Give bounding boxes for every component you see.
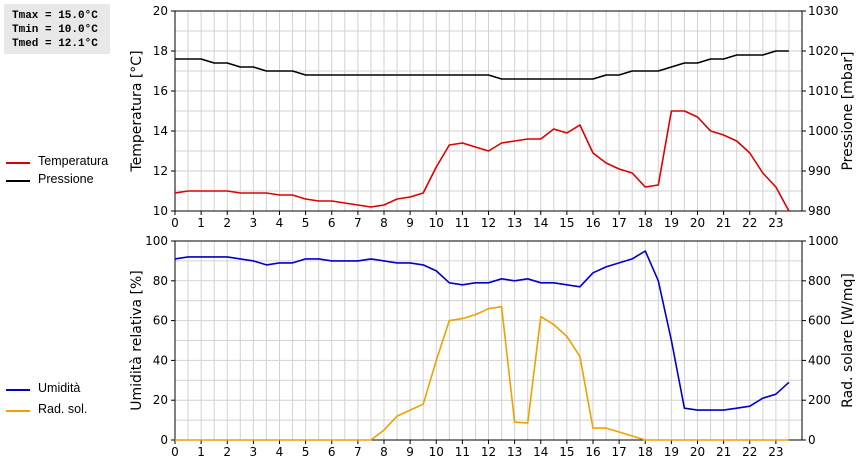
series-line-temperatura (174, 110, 790, 212)
legend-swatch-pressione (6, 180, 30, 182)
y-left-tick-label: 60 (153, 314, 168, 328)
x-tick-label: 23 (768, 445, 783, 459)
x-tick-label: 2 (223, 445, 231, 459)
y-axis-label-right: Pressione [mbar] (840, 51, 856, 170)
y-left-tick-label: 18 (153, 44, 168, 58)
legend-swatch-umidita (6, 389, 30, 391)
x-tick-label: 9 (406, 445, 414, 459)
x-tick-label: 19 (664, 216, 679, 230)
stats-tmax: Tmax = 15.0°C (12, 10, 98, 22)
y-right-tick-label: 200 (808, 393, 831, 407)
x-tick-label: 10 (429, 216, 444, 230)
y-right-tick-label: 1000 (808, 124, 839, 138)
x-tick-label: 1 (197, 216, 205, 230)
x-tick-label: 22 (742, 216, 757, 230)
x-tick-label: 13 (507, 445, 522, 459)
y-left-tick-label: 0 (160, 433, 168, 447)
x-tick-label: 22 (742, 445, 757, 459)
x-tick-label: 15 (559, 216, 574, 230)
y-left-tick-label: 16 (153, 84, 168, 98)
x-tick-label: 16 (585, 445, 600, 459)
y-right-tick-label: 600 (808, 314, 831, 328)
x-tick-label: 7 (354, 445, 362, 459)
series-line-rad-sol (175, 305, 789, 441)
legend-swatch-rad (6, 410, 30, 412)
y-left-tick-label: 12 (153, 164, 168, 178)
y-axis-label-left: Temperatura [°C] (129, 50, 145, 172)
x-tick-label: 6 (328, 216, 336, 230)
legend-label-temperatura: Temperatura (38, 154, 109, 168)
series-line-pressione (175, 50, 789, 80)
x-tick-label: 6 (328, 445, 336, 459)
legend-label-rad: Rad. sol. (38, 402, 88, 416)
x-tick-label: 3 (250, 216, 258, 230)
y-left-tick-label: 14 (153, 124, 168, 138)
y-right-tick-label: 800 (808, 274, 831, 288)
x-tick-label: 20 (690, 445, 705, 459)
x-tick-label: 21 (716, 216, 731, 230)
y-left-tick-label: 40 (153, 353, 168, 367)
y-left-tick-label: 80 (153, 274, 168, 288)
y-right-tick-label: 1030 (808, 4, 839, 18)
x-tick-label: 20 (690, 216, 705, 230)
series-line-umidit (174, 250, 790, 411)
y-right-tick-label: 0 (808, 433, 816, 447)
x-tick-label: 7 (354, 216, 362, 230)
legend-swatch-temperatura (6, 162, 30, 164)
y-right-tick-label: 1020 (808, 44, 839, 58)
legend-label-pressione: Pressione (38, 172, 94, 186)
x-tick-label: 15 (559, 445, 574, 459)
x-tick-label: 13 (507, 216, 522, 230)
chart-panel-bottom: 0 1 2 3 4 5 6 7 8 9 10 11 12 13 14 15 16 17 18 19 20 21 22 2302… (129, 234, 856, 459)
x-tick-label: 18 (638, 445, 653, 459)
x-tick-label: 4 (276, 445, 284, 459)
x-tick-label: 5 (302, 216, 310, 230)
y-right-tick-label: 990 (808, 164, 831, 178)
x-tick-label: 21 (716, 445, 731, 459)
x-tick-label: 11 (455, 445, 470, 459)
x-tick-label: 12 (481, 216, 496, 230)
x-tick-label: 1 (197, 445, 205, 459)
y-right-tick-label: 980 (808, 204, 831, 218)
x-tick-label: 23 (768, 216, 783, 230)
y-right-tick-label: 400 (808, 353, 831, 367)
x-tick-label: 9 (406, 216, 414, 230)
y-left-tick-label: 20 (153, 393, 168, 407)
y-axis-label-right: Rad. solare [W/mq] (840, 273, 856, 408)
x-tick-label: 17 (611, 216, 626, 230)
x-tick-label: 4 (276, 216, 284, 230)
y-right-tick-label: 1000 (808, 234, 839, 248)
x-tick-label: 10 (429, 445, 444, 459)
x-tick-label: 17 (611, 445, 626, 459)
stats-tmed: Tmed = 12.1°C (12, 38, 98, 50)
x-tick-label: 2 (223, 216, 231, 230)
x-tick-label: 19 (664, 445, 679, 459)
stats-box: Tmax = 15.0°C Tmin = 10.0°C Tmed = 12.1°… (4, 4, 110, 54)
x-tick-label: 14 (533, 445, 548, 459)
x-tick-label: 3 (250, 445, 258, 459)
x-tick-label: 0 (171, 445, 179, 459)
x-tick-label: 11 (455, 216, 470, 230)
x-tick-label: 16 (585, 216, 600, 230)
legend-label-umidita: Umidità (38, 381, 81, 395)
chart-panel-top: 0 1 2 3 4 5 6 7 8 9 10 11 12 13 14 15 16 17 18 19 20 21 22 2310… (129, 4, 856, 230)
x-tick-label: 12 (481, 445, 496, 459)
y-axis-label-left: Umidità relativa [%] (129, 270, 145, 411)
y-left-tick-label: 20 (153, 4, 168, 18)
x-tick-label: 8 (380, 216, 388, 230)
x-tick-label: 5 (302, 445, 310, 459)
y-left-tick-label: 10 (153, 204, 168, 218)
y-right-tick-label: 1010 (808, 84, 839, 98)
stats-tmin: Tmin = 10.0°C (12, 24, 98, 36)
x-tick-label: 0 (171, 216, 179, 230)
x-tick-label: 8 (380, 445, 388, 459)
y-left-tick-label: 100 (145, 234, 168, 248)
x-tick-label: 14 (533, 216, 548, 230)
x-tick-label: 18 (638, 216, 653, 230)
